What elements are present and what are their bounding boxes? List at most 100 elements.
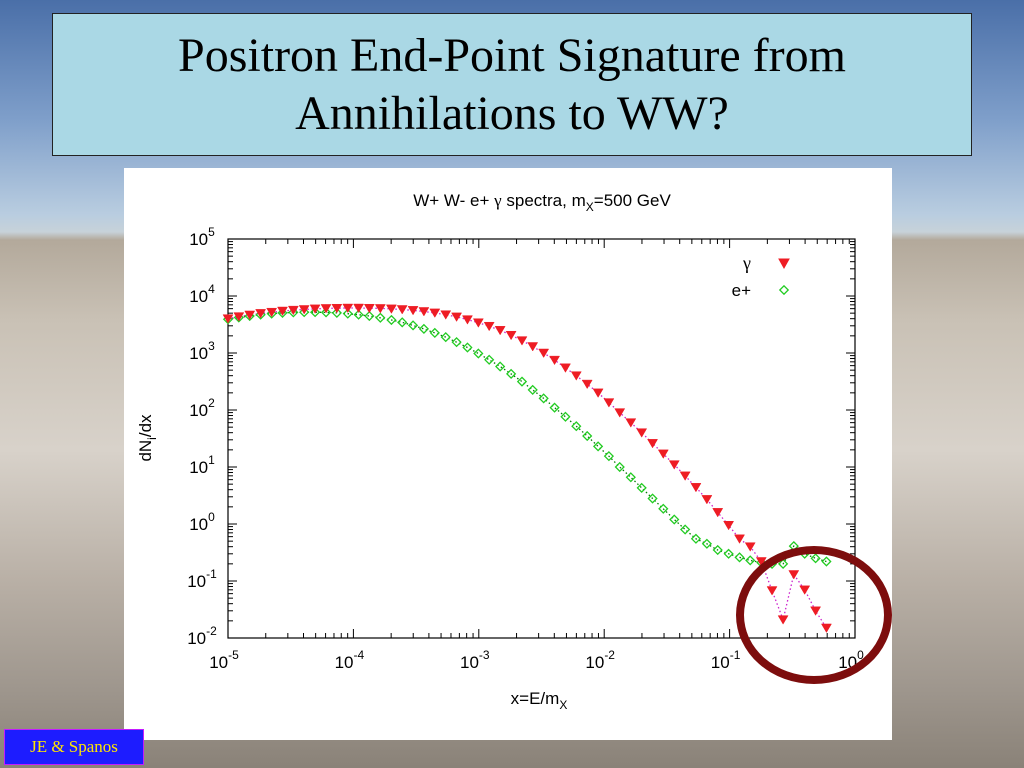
data-point-gamma <box>429 308 441 318</box>
data-point-gamma <box>744 542 756 552</box>
data-point-gamma <box>668 460 680 470</box>
data-point-gamma <box>483 321 495 332</box>
chart-title: W+ W- e+ γ spectra, mX=500 GeV <box>413 191 671 214</box>
y-tick-label: 104 <box>189 282 215 306</box>
data-point-e+ <box>299 307 310 318</box>
data-point-gamma <box>712 508 724 518</box>
data-point-e+ <box>320 307 332 318</box>
data-point-e+ <box>690 533 702 544</box>
data-point-e+ <box>440 331 451 343</box>
data-point-e+ <box>614 461 625 473</box>
data-point-gamma <box>614 408 626 418</box>
y-tick-label: 105 <box>189 225 215 249</box>
series-line-gamma <box>227 307 827 629</box>
data-point-e+ <box>647 493 658 504</box>
data-point-gamma <box>657 449 669 459</box>
data-point-e+ <box>636 482 647 494</box>
data-point-e+ <box>701 538 713 549</box>
data-point-gamma <box>472 318 484 328</box>
data-point-e+ <box>375 312 386 323</box>
data-point-gamma <box>734 534 745 544</box>
data-point-e+ <box>592 441 604 452</box>
y-axis-label: dNi/dx <box>136 414 159 462</box>
data-point-gamma <box>287 305 299 316</box>
data-point-e+ <box>473 348 484 359</box>
plot-frame <box>227 238 856 639</box>
data-point-gamma <box>538 348 550 358</box>
data-point-e+ <box>527 384 538 396</box>
data-point-gamma <box>603 398 615 408</box>
data-point-gamma <box>440 310 452 320</box>
data-point-gamma <box>385 304 397 314</box>
data-point-e+ <box>560 411 571 422</box>
data-point-e+ <box>364 310 375 322</box>
y-tick-label: 102 <box>189 396 215 420</box>
data-point-e+ <box>669 514 680 525</box>
data-point-gamma <box>625 418 637 428</box>
data-point-e+ <box>745 555 756 566</box>
data-point-e+ <box>680 524 691 535</box>
data-point-gamma <box>690 483 702 493</box>
data-point-e+ <box>549 402 560 413</box>
data-point-gamma <box>527 342 539 352</box>
data-point-e+ <box>495 361 506 372</box>
x-tick-label: 10-2 <box>585 648 615 672</box>
data-point-gamma <box>451 312 463 322</box>
data-point-e+ <box>625 472 636 483</box>
data-point-e+ <box>407 320 419 331</box>
plot-panel: 10-5 10-4 10-3 10-2 10-1 100 10-2 10-1 100 101 102… <box>124 168 892 740</box>
data-point-gamma <box>342 303 354 314</box>
legend-label-gamma: γ <box>742 253 751 273</box>
y-tick-label: 101 <box>189 453 215 477</box>
title-box: Positron End-Point Signature from Annihi… <box>52 13 972 156</box>
data-point-e+ <box>418 323 430 334</box>
x-tick-label: 10-3 <box>460 648 490 672</box>
data-point-gamma <box>494 326 506 336</box>
data-point-gamma <box>266 307 278 318</box>
data-point-e+ <box>484 354 495 365</box>
data-point-e+ <box>538 393 549 404</box>
data-point-gamma <box>516 336 528 346</box>
x-axis-label: x=E/mX <box>511 689 568 712</box>
data-point-e+ <box>309 307 321 318</box>
data-point-e+ <box>734 552 745 563</box>
x-tick-label: 10-4 <box>335 648 365 672</box>
data-point-gamma <box>679 471 691 481</box>
legend-marker-gamma <box>778 258 790 270</box>
endpoint-highlight-ring <box>736 546 892 684</box>
x-tick-label: 10-5 <box>209 648 239 672</box>
data-point-e+ <box>582 430 593 442</box>
data-point-gamma <box>549 355 561 366</box>
data-point-gamma <box>592 388 604 398</box>
data-point-gamma <box>636 428 648 438</box>
data-point-e+ <box>462 342 473 353</box>
data-point-gamma <box>374 304 386 314</box>
data-point-gamma <box>320 304 332 314</box>
data-point-gamma <box>331 303 343 314</box>
data-point-e+ <box>516 376 528 387</box>
data-point-gamma <box>647 439 658 449</box>
data-point-gamma <box>244 310 256 320</box>
data-point-gamma <box>581 379 593 390</box>
credit-text: JE & Spanos <box>30 737 118 756</box>
data-point-gamma <box>255 309 267 319</box>
data-point-gamma <box>723 521 735 531</box>
y-tick-label: 10-1 <box>187 567 217 591</box>
data-point-e+ <box>397 317 408 328</box>
data-point-gamma <box>560 363 571 373</box>
credit-badge: JE & Spanos <box>4 729 144 765</box>
spectrum-chart: 10-5 10-4 10-3 10-2 10-1 10010-210-1100101102… <box>136 191 864 712</box>
slide-title: Positron End-Point Signature from Annihi… <box>178 28 846 140</box>
y-tick-label: 103 <box>189 339 215 363</box>
data-point-gamma <box>353 303 365 314</box>
data-point-gamma <box>363 303 375 314</box>
data-point-gamma <box>570 371 582 381</box>
x-tick-label: 10-1 <box>711 648 741 672</box>
data-point-gamma <box>233 312 245 322</box>
data-point-gamma <box>407 306 419 316</box>
data-point-e+ <box>288 307 299 318</box>
data-point-e+ <box>658 503 669 514</box>
data-point-e+ <box>603 451 615 462</box>
data-point-gamma <box>309 304 321 314</box>
data-point-e+ <box>331 307 342 319</box>
